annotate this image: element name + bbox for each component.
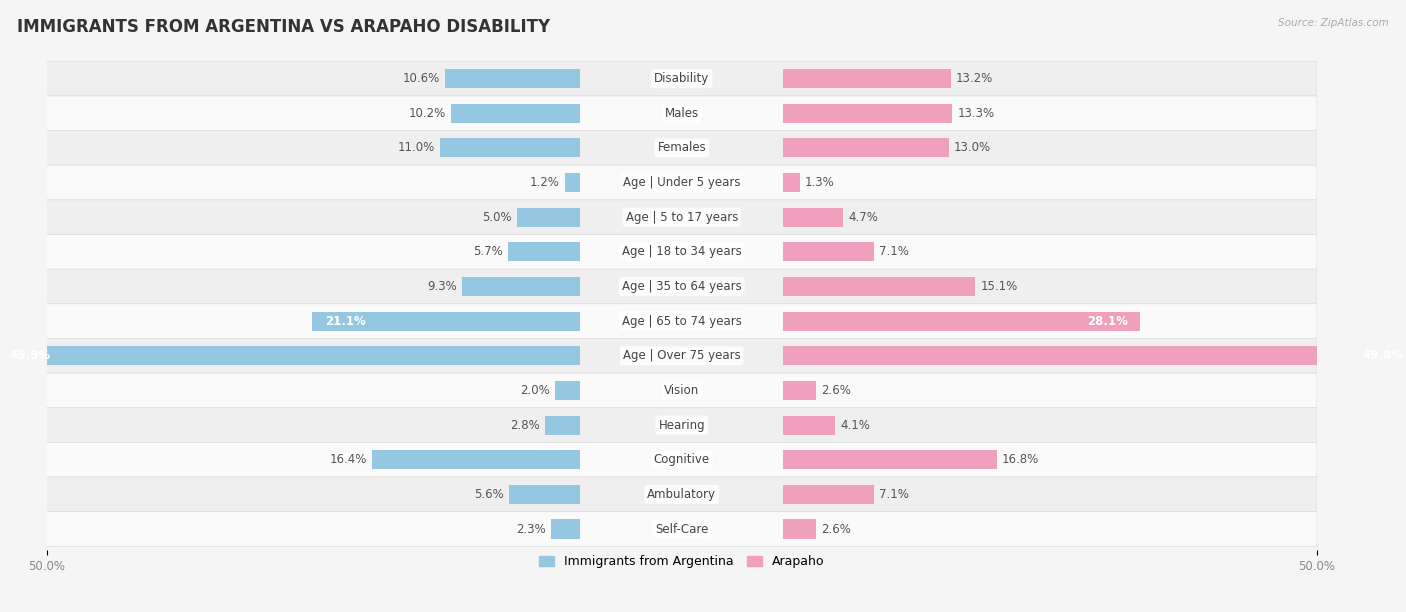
Text: 2.3%: 2.3% xyxy=(516,523,546,536)
Text: Self-Care: Self-Care xyxy=(655,523,709,536)
Text: 15.1%: 15.1% xyxy=(980,280,1018,293)
Text: Cognitive: Cognitive xyxy=(654,453,710,466)
Bar xyxy=(371,450,581,469)
Bar xyxy=(450,104,581,123)
Text: 4.1%: 4.1% xyxy=(841,419,870,431)
FancyBboxPatch shape xyxy=(46,96,1317,130)
Bar xyxy=(312,312,581,330)
Bar xyxy=(783,173,800,192)
Bar xyxy=(783,416,835,435)
Text: Females: Females xyxy=(658,141,706,154)
Bar xyxy=(783,207,844,226)
Bar xyxy=(551,520,581,539)
Text: 7.1%: 7.1% xyxy=(879,245,908,258)
Text: 4.7%: 4.7% xyxy=(848,211,877,224)
Text: 16.4%: 16.4% xyxy=(329,453,367,466)
Text: 49.8%: 49.8% xyxy=(1362,349,1403,362)
Bar xyxy=(544,416,581,435)
Bar xyxy=(0,346,581,365)
Text: Age | Over 75 years: Age | Over 75 years xyxy=(623,349,741,362)
FancyBboxPatch shape xyxy=(46,234,1317,269)
FancyBboxPatch shape xyxy=(46,338,1317,373)
Text: Age | 35 to 64 years: Age | 35 to 64 years xyxy=(621,280,741,293)
Bar xyxy=(783,312,1140,330)
Bar xyxy=(783,277,976,296)
Text: 10.6%: 10.6% xyxy=(404,72,440,85)
Text: 5.6%: 5.6% xyxy=(474,488,503,501)
Text: Age | 5 to 17 years: Age | 5 to 17 years xyxy=(626,211,738,224)
Bar xyxy=(446,69,581,88)
Text: 21.1%: 21.1% xyxy=(325,315,366,327)
Text: Hearing: Hearing xyxy=(658,419,704,431)
Text: 5.0%: 5.0% xyxy=(482,211,512,224)
Text: Source: ZipAtlas.com: Source: ZipAtlas.com xyxy=(1278,18,1389,28)
FancyBboxPatch shape xyxy=(46,130,1317,165)
Text: 13.2%: 13.2% xyxy=(956,72,994,85)
Text: IMMIGRANTS FROM ARGENTINA VS ARAPAHO DISABILITY: IMMIGRANTS FROM ARGENTINA VS ARAPAHO DIS… xyxy=(17,18,550,36)
FancyBboxPatch shape xyxy=(46,165,1317,200)
Bar xyxy=(516,207,581,226)
FancyBboxPatch shape xyxy=(46,408,1317,442)
Bar xyxy=(565,173,581,192)
Bar xyxy=(783,69,950,88)
Bar xyxy=(783,450,997,469)
Text: 13.0%: 13.0% xyxy=(953,141,991,154)
Text: 2.6%: 2.6% xyxy=(821,384,852,397)
Text: 2.6%: 2.6% xyxy=(821,523,852,536)
Text: 5.7%: 5.7% xyxy=(472,245,502,258)
Text: 2.8%: 2.8% xyxy=(510,419,540,431)
Bar xyxy=(509,485,581,504)
Bar xyxy=(783,242,873,261)
Text: 10.2%: 10.2% xyxy=(408,106,446,120)
Text: 9.3%: 9.3% xyxy=(427,280,457,293)
Bar xyxy=(783,485,873,504)
Text: 28.1%: 28.1% xyxy=(1087,315,1128,327)
Text: Vision: Vision xyxy=(664,384,699,397)
FancyBboxPatch shape xyxy=(46,442,1317,477)
Bar xyxy=(440,138,581,157)
FancyBboxPatch shape xyxy=(46,200,1317,234)
Text: 13.3%: 13.3% xyxy=(957,106,994,120)
Bar xyxy=(783,381,817,400)
Text: Age | 18 to 34 years: Age | 18 to 34 years xyxy=(621,245,741,258)
Bar xyxy=(555,381,581,400)
FancyBboxPatch shape xyxy=(46,304,1317,338)
Legend: Immigrants from Argentina, Arapaho: Immigrants from Argentina, Arapaho xyxy=(534,550,830,573)
FancyBboxPatch shape xyxy=(46,512,1317,547)
Text: 16.8%: 16.8% xyxy=(1002,453,1039,466)
Text: 45.9%: 45.9% xyxy=(10,349,51,362)
Text: 7.1%: 7.1% xyxy=(879,488,908,501)
Bar xyxy=(783,520,817,539)
Text: Males: Males xyxy=(665,106,699,120)
FancyBboxPatch shape xyxy=(46,269,1317,304)
Text: 1.3%: 1.3% xyxy=(806,176,835,189)
Bar xyxy=(463,277,581,296)
FancyBboxPatch shape xyxy=(46,477,1317,512)
Text: 2.0%: 2.0% xyxy=(520,384,550,397)
Text: Ambulatory: Ambulatory xyxy=(647,488,716,501)
Text: Age | 65 to 74 years: Age | 65 to 74 years xyxy=(621,315,742,327)
Text: Disability: Disability xyxy=(654,72,710,85)
FancyBboxPatch shape xyxy=(46,373,1317,408)
Text: 1.2%: 1.2% xyxy=(530,176,560,189)
Bar xyxy=(783,138,949,157)
Bar xyxy=(783,104,952,123)
Bar xyxy=(783,346,1406,365)
Text: 11.0%: 11.0% xyxy=(398,141,436,154)
FancyBboxPatch shape xyxy=(46,61,1317,96)
Text: Age | Under 5 years: Age | Under 5 years xyxy=(623,176,741,189)
Bar xyxy=(508,242,581,261)
